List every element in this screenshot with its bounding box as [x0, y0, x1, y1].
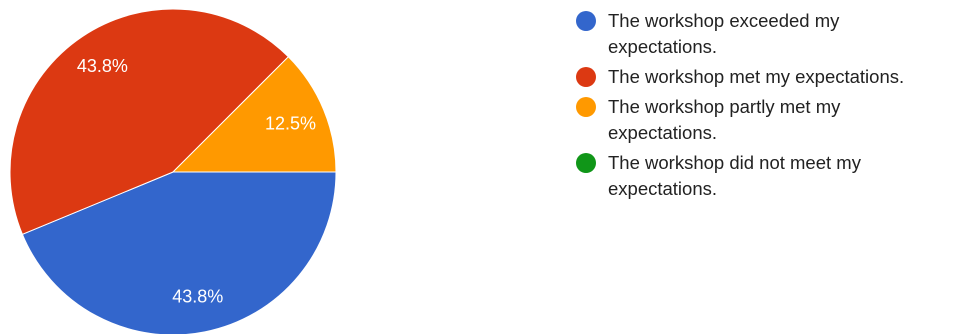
pie-slice-the-workshop-partly-met-my-expectations[interactable] — [171, 56, 337, 173]
data-label-the-workshop-met-my-expectations: 43.8% — [77, 56, 128, 76]
pie-slice-labels: 43.8% 43.8% 12.5% — [77, 56, 316, 306]
legend-swatch-icon — [576, 11, 596, 31]
data-label-the-workshop-exceeded-my-expectations: 43.8% — [172, 287, 223, 307]
legend-item-the-workshop-partly-met-my-expectations[interactable]: The workshop partly met my expectations. — [576, 94, 961, 146]
legend-item-the-workshop-exceeded-my-expectations[interactable]: The workshop exceeded my expectations. — [576, 8, 961, 60]
legend-label: The workshop exceeded my expectations. — [608, 10, 840, 57]
legend-swatch-icon — [576, 153, 596, 173]
chart-legend: The workshop exceeded my expectations. Th… — [576, 8, 961, 206]
pie-chart: 43.8% 43.8% 12.5% — [9, 8, 337, 334]
legend-item-the-workshop-met-my-expectations[interactable]: The workshop met my expectations. — [576, 64, 961, 90]
data-label-the-workshop-partly-met-my-expectations: 12.5% — [265, 113, 316, 133]
pie-slice-the-workshop-exceeded-my-expectations[interactable] — [21, 171, 337, 334]
legend-label: The workshop partly met my expectations. — [608, 96, 841, 143]
pie-slice-the-workshop-met-my-expectations[interactable] — [9, 8, 290, 235]
legend-label: The workshop did not meet my expectation… — [608, 152, 861, 199]
legend-swatch-icon — [576, 67, 596, 87]
legend-label: The workshop met my expectations. — [608, 66, 905, 87]
legend-item-the-workshop-did-not-meet-my-expectations[interactable]: The workshop did not meet my expectation… — [576, 150, 961, 202]
legend-swatch-icon — [576, 97, 596, 117]
pie-slices — [9, 8, 337, 334]
